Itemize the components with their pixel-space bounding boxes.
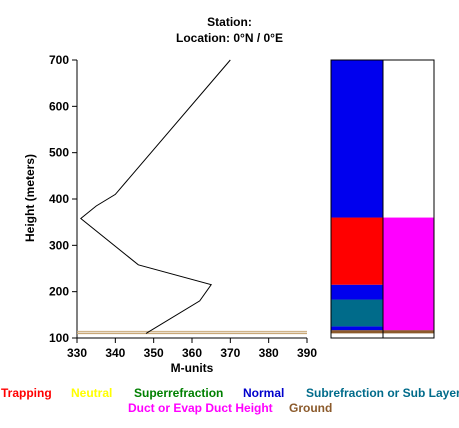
legend-item-superrefraction: Superrefraction (134, 386, 224, 400)
layer-segment-left (331, 284, 383, 300)
x-tick-label: 340 (105, 346, 125, 360)
y-tick-label: 300 (49, 238, 69, 252)
legend-item-duct: Duct or Evap Duct Height (128, 401, 273, 415)
legend-item-normal: Normal (243, 386, 285, 400)
legend-item-subrefraction: Subrefraction or Sub Layer (306, 386, 459, 400)
profile-line (80, 59, 231, 334)
layer-segment-right (383, 217, 434, 331)
layer-segment-left (331, 299, 383, 327)
legend-item-ground: Ground (289, 401, 333, 415)
x-tick-label: 370 (220, 346, 240, 360)
location-label: Location: 0°N / 0°E (176, 31, 283, 45)
layer-bar (330, 59, 435, 339)
y-tick-label: 100 (49, 331, 69, 345)
y-tick-label: 600 (49, 99, 69, 113)
x-tick-label: 380 (259, 346, 279, 360)
y-tick-label: 200 (49, 285, 69, 299)
plot-area: 100 200 300 400 500 600 700 330 340 350 360 370 380 3… (49, 53, 317, 360)
layer-segment-left (331, 60, 383, 218)
x-axis-label: M-units (171, 361, 214, 375)
y-tick-label: 400 (49, 192, 69, 206)
layer-segment-left (331, 217, 383, 285)
layer-segment-right (383, 60, 434, 218)
y-tick-label: 500 (49, 146, 69, 160)
station-label: Station: (207, 15, 252, 29)
layer-segment-left (331, 326, 383, 331)
layer-segment-right (383, 330, 434, 334)
legend-item-neutral: Neutral (71, 386, 113, 400)
x-tick-label: 350 (144, 346, 164, 360)
y-axis-label: Height (meters) (23, 154, 37, 242)
x-tick-label: 360 (182, 346, 202, 360)
legend-item-trapping: Trapping (1, 386, 52, 400)
x-tick-label: 330 (67, 346, 87, 360)
y-tick-label: 700 (49, 53, 69, 67)
layer-segment-left (331, 330, 383, 334)
x-tick-label: 390 (297, 346, 317, 360)
